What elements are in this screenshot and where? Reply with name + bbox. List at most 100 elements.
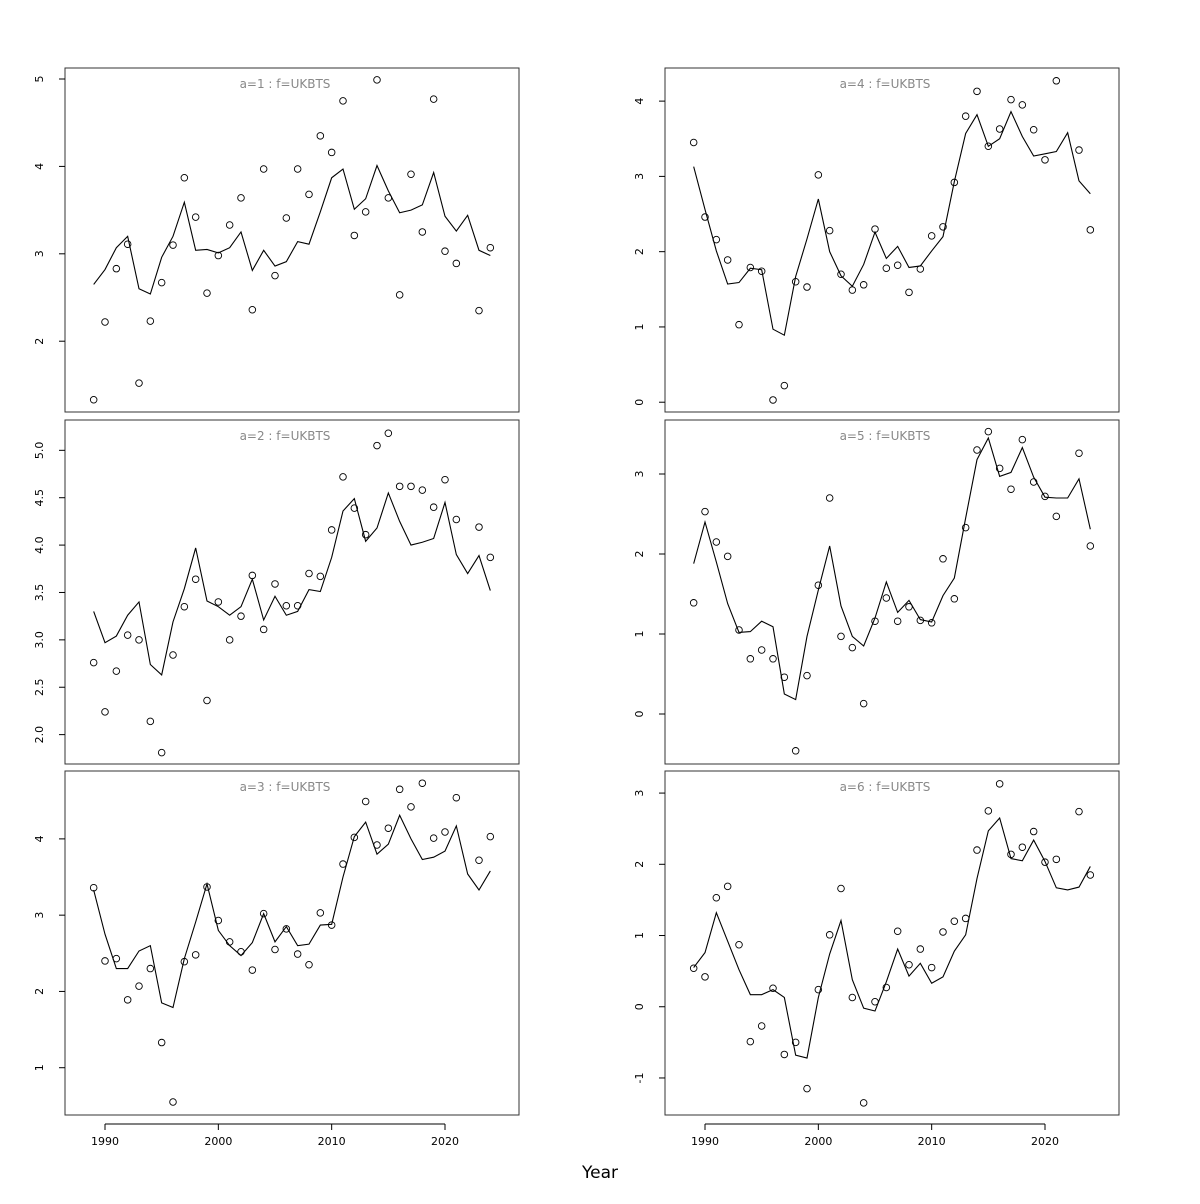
observed-point	[135, 379, 143, 387]
observed-point	[1007, 850, 1015, 859]
observed-point	[1075, 146, 1083, 154]
panel: a=2 : f=UKBTS 2.0 2.5 3.0 3.5 4.0 4.5 5.0	[33, 419, 520, 765]
observed-point	[939, 928, 947, 936]
observed-point	[452, 259, 461, 268]
observed-point	[339, 97, 347, 105]
observed-point	[882, 594, 891, 602]
observed-point	[735, 941, 743, 949]
y-tick-label: 3.0	[33, 631, 46, 649]
observed-point	[305, 569, 313, 578]
y-tick-label: 3	[633, 471, 646, 478]
observed-point	[689, 138, 698, 147]
observed-point	[905, 603, 913, 611]
observed-point	[305, 960, 313, 969]
observed-point	[961, 112, 970, 120]
y-tick-label: 1	[633, 323, 646, 330]
x-tick-label: 2020	[431, 1135, 459, 1148]
observed-point	[112, 954, 121, 963]
observed-point	[203, 289, 211, 297]
panel: a=4 : f=UKBTS 0 1 2 3 4	[633, 67, 1120, 413]
observed-point	[418, 486, 427, 494]
observed-point	[191, 951, 200, 959]
observed-point	[905, 960, 913, 969]
y-tick-label: 3	[633, 790, 646, 797]
observed-point	[225, 221, 234, 229]
panel: a=5 : f=UKBTS 0 1 2 3	[633, 419, 1120, 765]
observed-point	[259, 625, 268, 634]
observed-point	[757, 646, 766, 654]
y-tick-label: 3	[633, 173, 646, 180]
panel-title: a=5 : f=UKBTS	[840, 429, 931, 443]
observed-point	[689, 964, 698, 973]
observed-point	[191, 213, 200, 221]
observed-point	[395, 482, 404, 491]
observed-point	[203, 696, 211, 705]
observed-point	[995, 780, 1004, 788]
panel: a=6 : f=UKBTS -1 0 1 2 3 1990 2000 2010 2020	[633, 770, 1120, 1148]
y-tick-label: 0	[633, 711, 646, 718]
observed-point	[825, 226, 834, 235]
fitted-line	[693, 816, 1091, 1059]
observed-point	[848, 643, 857, 652]
observed-point	[780, 1050, 789, 1059]
observed-point	[916, 945, 925, 953]
observed-point	[441, 828, 449, 836]
observed-point	[327, 526, 336, 534]
observed-point	[803, 671, 811, 680]
observed-point	[1018, 435, 1027, 444]
observed-point	[169, 651, 177, 659]
y-tick-label: 1	[33, 1064, 46, 1071]
x-tick-label: 1990	[691, 1135, 719, 1148]
observed-point	[271, 945, 279, 954]
observed-point	[701, 213, 709, 221]
observed-point	[735, 626, 743, 634]
observed-point	[837, 632, 845, 641]
observed-point	[803, 283, 811, 291]
y-tick-label: 4.5	[33, 489, 46, 507]
observed-point	[689, 599, 698, 607]
panel: a=1 : f=UKBTS 2 3 4 5	[33, 67, 520, 413]
observed-point	[214, 251, 223, 260]
observed-point	[859, 699, 868, 708]
observed-point	[984, 142, 993, 151]
observed-point	[961, 914, 970, 923]
observed-point	[893, 927, 902, 935]
observed-point	[316, 909, 325, 917]
y-tick-label: 3	[33, 912, 46, 919]
observed-point	[282, 925, 291, 933]
observed-point	[1007, 95, 1015, 104]
observed-point	[1029, 827, 1038, 836]
observed-point	[1041, 492, 1049, 501]
observed-point	[848, 993, 857, 1002]
plot-frame	[64, 67, 520, 413]
observed-point	[169, 1098, 177, 1106]
observed-point	[791, 747, 800, 755]
y-tick-label: 5.0	[33, 442, 46, 460]
y-tick-label: 2.5	[33, 678, 46, 696]
observed-point	[475, 856, 483, 864]
x-tick-label: 2010	[918, 1135, 946, 1148]
observed-point	[180, 174, 189, 182]
observed-point	[157, 1038, 166, 1047]
observed-point	[837, 884, 845, 893]
observed-point	[701, 507, 709, 516]
observed-point	[927, 619, 936, 627]
observed-point	[837, 270, 845, 278]
observed-point	[757, 267, 766, 275]
observed-point	[1029, 478, 1038, 486]
observed-point	[305, 190, 313, 199]
observed-point	[1075, 449, 1083, 457]
observed-point	[746, 655, 755, 663]
observed-point	[859, 1099, 868, 1107]
observed-point	[723, 552, 732, 561]
observed-point	[984, 427, 993, 436]
observed-point	[418, 779, 427, 787]
fitted-line	[693, 436, 1091, 701]
observed-point	[327, 148, 336, 157]
observed-point	[282, 214, 291, 222]
observed-point	[123, 631, 132, 639]
observed-point	[282, 601, 291, 610]
panel: a=3 : f=UKBTS 1 2 3 4 1990 2000 2010 2020	[33, 770, 520, 1148]
y-tick-label: 3.5	[33, 584, 46, 602]
